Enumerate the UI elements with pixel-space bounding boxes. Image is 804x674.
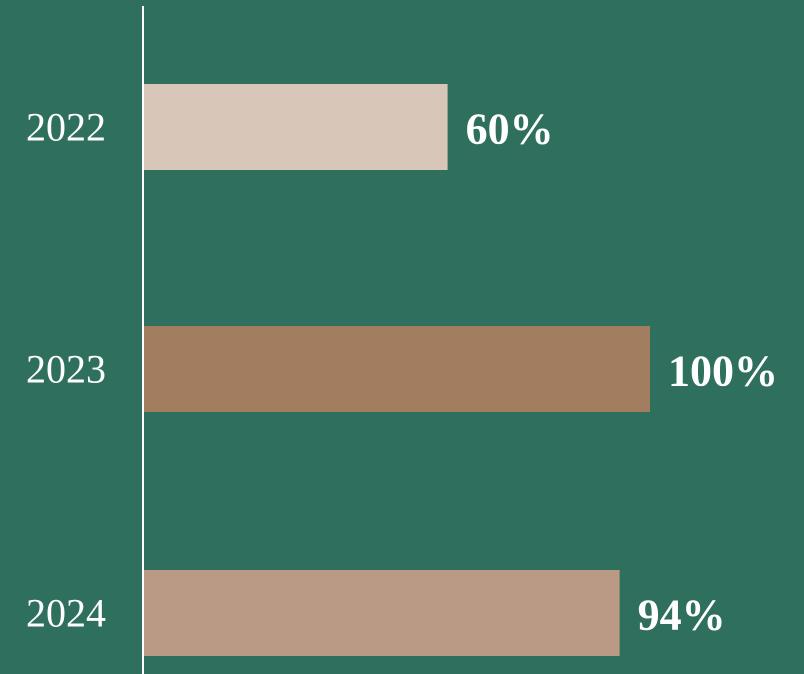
bar-2023 bbox=[144, 326, 650, 412]
category-label-2024: 2024 bbox=[26, 591, 106, 636]
value-label-2022: 60% bbox=[466, 105, 554, 154]
value-label-2023: 100% bbox=[668, 347, 778, 396]
bars-layer bbox=[144, 84, 650, 656]
bar-2024 bbox=[144, 570, 620, 656]
category-label-2023: 2023 bbox=[26, 347, 106, 392]
category-label-2022: 2022 bbox=[26, 105, 106, 150]
labels-layer: 2022 60% 2023 100% 2024 94% bbox=[26, 105, 778, 640]
value-label-2024: 94% bbox=[638, 591, 726, 640]
bar-2022 bbox=[144, 84, 448, 170]
